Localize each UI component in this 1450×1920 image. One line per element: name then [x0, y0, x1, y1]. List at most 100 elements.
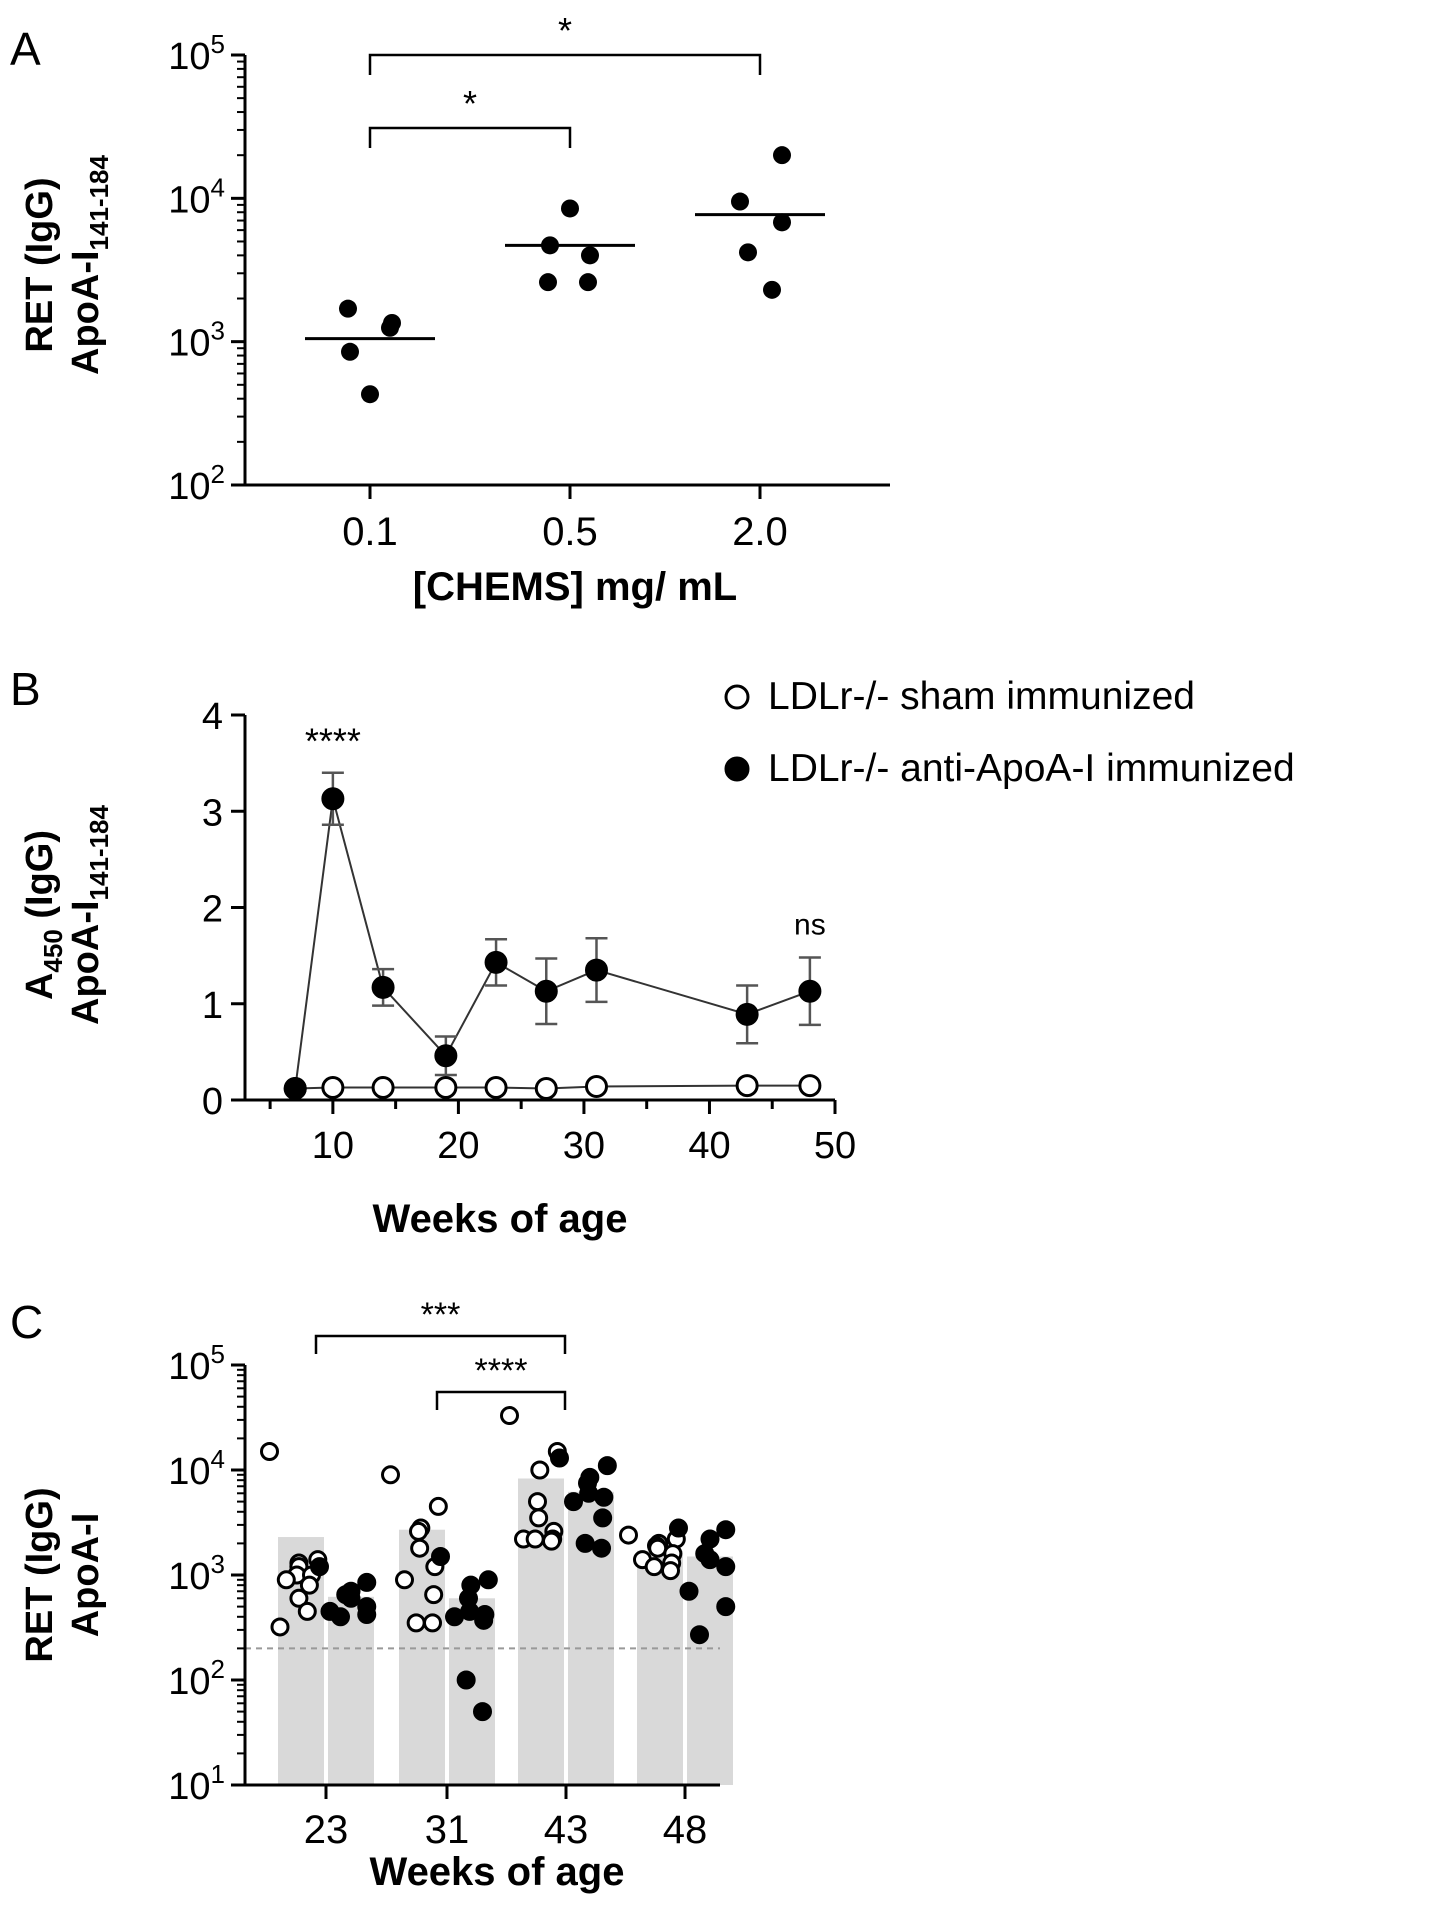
panel-a-y-tick-label-base: 10 — [168, 179, 210, 221]
panel-c-sham-point — [406, 1613, 426, 1633]
panel-c-y-tick-label-exp: 3 — [211, 1549, 225, 1579]
panel-a-data-point — [739, 243, 757, 262]
panel-c-x-tick-label: 31 — [425, 1808, 470, 1852]
panel-b-y-label-line2-sub: 141-184 — [84, 804, 114, 900]
panel-c-x-tick-label: 48 — [663, 1808, 708, 1852]
panel-c-sham-point — [423, 1613, 442, 1633]
panel-c-sham-point — [500, 1406, 519, 1426]
panel-a-y-tick-label-base: 10 — [168, 36, 210, 78]
panel-a-x-tick-label: 0.1 — [342, 510, 398, 554]
panel-c-sham-point — [260, 1442, 279, 1462]
panel-c-y-tick-label: 101 — [168, 1759, 225, 1808]
panel-a-y-label-line2: ApoA-I — [65, 250, 107, 375]
panel-b-x-tick-label: 10 — [312, 1125, 354, 1167]
panel-c-immunized-point — [473, 1702, 492, 1722]
panel-a-x-tick-label: 2.0 — [732, 510, 788, 554]
panel-c-y-label-line2: ApoA-I — [65, 1513, 107, 1638]
panel-c-significance-label: **** — [475, 1352, 528, 1390]
panel-c-sham-point — [297, 1601, 317, 1621]
panel-b-y-label-main: A — [19, 973, 61, 1000]
panel-c-sham-point — [270, 1617, 290, 1637]
panel-c-sham-point — [529, 1508, 549, 1528]
panel-c-letter: C — [10, 1296, 43, 1348]
panel-b-annotation: **** — [305, 721, 361, 762]
panel-c-sham-point — [648, 1538, 668, 1558]
panel-b-immunized-point — [484, 950, 508, 974]
panel-b: B 0 1 2 3 4 10 20 30 40 50 **** ns Weeks of age A45… — [10, 663, 1295, 1241]
panel-c-y-tick-label: 102 — [168, 1654, 225, 1703]
panel-c-immunized-point — [331, 1607, 350, 1627]
panel-c-y-tick-label-exp: 5 — [211, 1339, 225, 1369]
panel-c-immunized-point — [575, 1533, 595, 1553]
panel-a-data-point — [361, 385, 379, 404]
panel-c-immunized-point — [357, 1572, 377, 1592]
legend-open-marker — [724, 684, 750, 710]
panel-c-bar — [449, 1598, 495, 1785]
panel-b-sham-point — [434, 1075, 458, 1099]
panel-c-bar — [328, 1596, 374, 1785]
panel-a-data-point — [581, 246, 599, 265]
panel-c-significance-bracket — [314, 1334, 567, 1354]
panel-b-y-axis-label-2: ApoA-I141-184 — [65, 804, 114, 1024]
panel-b-plot: 0 1 2 3 4 10 20 30 40 50 **** ns — [202, 696, 856, 1167]
panel-c-immunized-point — [431, 1547, 450, 1567]
panel-a-y-tick-label: 105 — [168, 29, 225, 78]
panel-a-y-axis-label-2: ApoA-I141-184 — [65, 154, 114, 374]
panel-c-sham-point — [381, 1465, 400, 1485]
panel-c-x-axis-label: Weeks of age — [370, 1850, 625, 1894]
panel-c-immunized-point — [478, 1570, 498, 1590]
panel-b-sham-point — [584, 1075, 608, 1099]
panel-c-sham-point — [289, 1588, 309, 1608]
panel-a-y-tick-label: 102 — [168, 459, 225, 508]
panel-c-sham-point — [424, 1585, 444, 1605]
panel-c-immunized-point — [700, 1550, 720, 1570]
panel-b-immunized-point — [434, 1044, 458, 1068]
panel-c-sham-point — [299, 1575, 319, 1595]
panel-c-sham-point — [409, 1521, 428, 1541]
panel-a-data-point — [773, 213, 791, 232]
panel-b-immunized-point — [283, 1076, 307, 1100]
panel-a-y-tick-label-exp: 5 — [211, 29, 225, 59]
panel-c-immunized-point — [594, 1487, 614, 1507]
legend: LDLr-/- sham immunized LDLr-/- anti-ApoA… — [724, 675, 1295, 790]
panel-c-y-label-line1: RET (IgG) — [19, 1487, 61, 1662]
panel-c-y-axis-label-2: ApoA-I — [65, 1513, 107, 1638]
panel-c-y-tick-label-base: 10 — [168, 1451, 210, 1493]
panel-b-letter: B — [10, 663, 41, 715]
panel-a-x-tick-label: 0.5 — [542, 510, 598, 554]
panel-c-immunized-point — [310, 1557, 329, 1577]
panel-c-immunized-point — [679, 1581, 699, 1601]
panel-c-sham-point — [276, 1570, 296, 1590]
panel-a-significance-label: * — [558, 10, 572, 51]
panel-b-y-tick-label: 2 — [202, 889, 223, 931]
panel-b-y-tick-label: 4 — [202, 696, 223, 738]
legend-immunized-label: LDLr-/- anti-ApoA-I immunized — [768, 747, 1295, 790]
panel-c-immunized-point — [550, 1448, 569, 1468]
panel-b-x-tick-label: 40 — [688, 1125, 730, 1167]
panel-a-y-tick-label-base: 10 — [168, 466, 210, 508]
panel-a-y-tick-label-exp: 3 — [211, 316, 225, 346]
panel-c-immunized-point — [597, 1456, 617, 1476]
panel-c-y-tick-label-base: 10 — [168, 1556, 210, 1598]
panel-c-bar — [637, 1550, 683, 1785]
panel-c-immunized-point — [669, 1518, 688, 1538]
panel-c-y-tick-label-exp: 4 — [211, 1444, 225, 1474]
panel-a-y-tick-label: 103 — [168, 316, 225, 365]
panel-c-x-tick-label: 43 — [544, 1808, 589, 1852]
panel-c-y-axis-label: RET (IgG) — [19, 1487, 61, 1662]
panel-a-data-point — [381, 318, 399, 337]
panel-c-y-tick-label: 103 — [168, 1549, 225, 1598]
panel-a-y-tick-label-exp: 4 — [211, 172, 225, 202]
panel-c-y-tick-label: 104 — [168, 1444, 225, 1493]
panel-a-y-axis-label: RET (IgG) — [19, 177, 61, 352]
panel-b-sham-point — [735, 1074, 759, 1098]
panel-c-x-tick-label: 23 — [304, 1808, 349, 1852]
panel-a-data-point — [539, 273, 557, 292]
panel-a-y-label-line1: RET (IgG) — [19, 177, 61, 352]
panel-c-immunized-point — [716, 1597, 736, 1617]
panel-c-immunized-point — [357, 1605, 377, 1625]
panel-b-sham-point — [321, 1075, 345, 1099]
panel-b-y-label-sub: 450 — [38, 929, 68, 972]
